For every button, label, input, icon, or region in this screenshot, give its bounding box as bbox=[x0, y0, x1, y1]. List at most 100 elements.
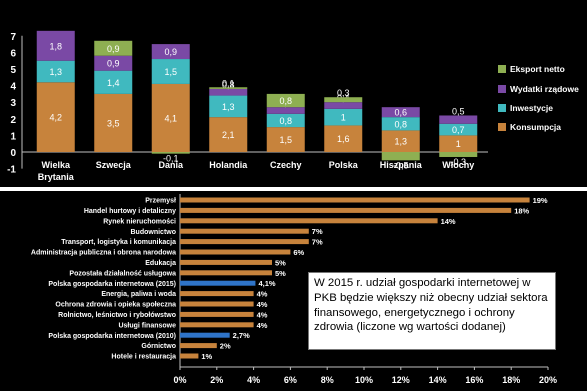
bar-segment-2 bbox=[439, 123, 478, 136]
data-label: 4% bbox=[257, 300, 268, 309]
legend-label: Eksport netto bbox=[510, 64, 565, 74]
bar-segment-1 bbox=[209, 117, 248, 152]
category-label: Przemysł bbox=[145, 198, 176, 205]
legend-label: Konsumpcja bbox=[510, 122, 561, 132]
bar-segment-1 bbox=[151, 83, 190, 152]
data-label: 0,9 bbox=[107, 44, 120, 54]
category-label: Usługi finansowe bbox=[118, 322, 176, 329]
data-label: 0,8 bbox=[394, 119, 407, 129]
category-label: Polska bbox=[329, 160, 359, 170]
bar-segment-2 bbox=[266, 113, 305, 128]
data-label: -0,5 bbox=[393, 160, 409, 170]
x-tick-label: 18% bbox=[502, 375, 520, 385]
x-tick-label: 8% bbox=[321, 375, 334, 385]
data-label: 1,3 bbox=[222, 102, 235, 112]
category-label: Czechy bbox=[270, 160, 302, 170]
bar-segment-3 bbox=[151, 44, 190, 60]
x-tick-label: 20% bbox=[539, 375, 557, 385]
x-tick-label: 12% bbox=[392, 375, 410, 385]
bar bbox=[180, 249, 291, 255]
bar bbox=[180, 259, 272, 265]
data-label: 0,9 bbox=[164, 47, 177, 57]
data-label: 7% bbox=[312, 227, 323, 236]
bar-segment-3 bbox=[94, 55, 133, 71]
category-label: Polska gospodarka internetowa (2010) bbox=[48, 333, 176, 340]
y-tick-label: 7 bbox=[10, 32, 16, 43]
bar-segment-3 bbox=[266, 107, 305, 114]
data-label: 1,5 bbox=[279, 135, 292, 145]
bar-segment-3 bbox=[209, 88, 248, 96]
legend-swatch bbox=[498, 65, 506, 73]
bar-segment-2 bbox=[324, 108, 363, 126]
data-label: 5% bbox=[275, 258, 286, 267]
x-tick-label: 6% bbox=[284, 375, 297, 385]
data-label: 1,6 bbox=[337, 134, 350, 144]
data-label: -0,3 bbox=[450, 157, 466, 167]
data-label: 0,5 bbox=[452, 106, 465, 116]
data-label: 1,3 bbox=[49, 67, 62, 77]
data-label: 1,4 bbox=[107, 78, 120, 88]
data-label: 1 bbox=[456, 139, 461, 149]
bar bbox=[180, 197, 530, 203]
data-label: 0,3 bbox=[337, 88, 350, 98]
x-tick-label: 10% bbox=[355, 375, 373, 385]
category-label: Hiszpania bbox=[380, 160, 423, 170]
x-tick-label: 2% bbox=[210, 375, 223, 385]
x-tick-label: 0% bbox=[173, 375, 186, 385]
bar-segment-1 bbox=[94, 93, 133, 152]
data-label: 4% bbox=[257, 310, 268, 319]
bar-segment-1 bbox=[381, 130, 420, 152]
data-label: 4,2 bbox=[49, 113, 62, 123]
data-label: 1,3 bbox=[394, 137, 407, 147]
bar-segment-4 bbox=[381, 152, 420, 161]
category-label: Wielka bbox=[42, 160, 71, 170]
bar-segment-4 bbox=[439, 152, 478, 157]
legend-swatch bbox=[498, 104, 506, 112]
category-label: Energia, paliwa i woda bbox=[101, 291, 176, 298]
bar-segment-1 bbox=[266, 127, 305, 152]
data-label: 0,6 bbox=[394, 108, 407, 118]
bar-segment-3 bbox=[381, 107, 420, 118]
bar bbox=[180, 218, 438, 224]
category-label: Handel hurtowy i detaliczny bbox=[84, 208, 176, 215]
y-tick-label: 0 bbox=[10, 148, 16, 159]
bar-segment-4 bbox=[94, 40, 133, 56]
legend-label: Inwestycje bbox=[510, 103, 553, 113]
bar-segment-1 bbox=[36, 82, 75, 152]
bar bbox=[180, 228, 309, 234]
x-tick-label: 16% bbox=[465, 375, 483, 385]
data-label: 4,1% bbox=[258, 279, 275, 288]
data-label: 1,8 bbox=[49, 41, 62, 51]
data-label: 1% bbox=[201, 352, 212, 361]
category-label: Dania bbox=[158, 160, 184, 170]
bar bbox=[180, 291, 254, 297]
category-label: Włochy bbox=[442, 160, 474, 170]
bar bbox=[180, 270, 272, 276]
category-label: Rynek nieruchomości bbox=[103, 218, 176, 225]
data-label: 5% bbox=[275, 269, 286, 278]
data-label: -0,1 bbox=[163, 154, 179, 164]
data-label: 0,8 bbox=[279, 116, 292, 126]
bar-segment-3 bbox=[324, 102, 363, 109]
y-tick-label: 3 bbox=[10, 98, 16, 109]
data-label: 4,1 bbox=[164, 113, 177, 123]
bar-segment-2 bbox=[381, 117, 420, 131]
category-label: Pozostała działalność usługowa bbox=[69, 270, 176, 277]
data-label: 2% bbox=[220, 342, 231, 351]
data-label: 4% bbox=[257, 321, 268, 330]
data-label: 0,9 bbox=[107, 59, 120, 69]
data-label: 1,5 bbox=[164, 67, 177, 77]
x-tick-label: 4% bbox=[247, 375, 260, 385]
annotation-note: W 2015 r. udział gospodarki internetowej… bbox=[308, 272, 556, 350]
bar bbox=[180, 353, 199, 359]
bar bbox=[180, 332, 230, 338]
bar-segment-2 bbox=[151, 59, 190, 84]
category-label: Polska gospodarka internetowa (2015) bbox=[48, 281, 176, 288]
bar bbox=[180, 239, 309, 245]
bar bbox=[180, 311, 254, 317]
category-label: Transport, logistyka i komunikacja bbox=[61, 239, 176, 246]
bar-segment-4 bbox=[151, 152, 190, 154]
bar bbox=[180, 322, 254, 328]
data-label: 3,5 bbox=[107, 118, 120, 128]
data-label: 7% bbox=[312, 238, 323, 247]
